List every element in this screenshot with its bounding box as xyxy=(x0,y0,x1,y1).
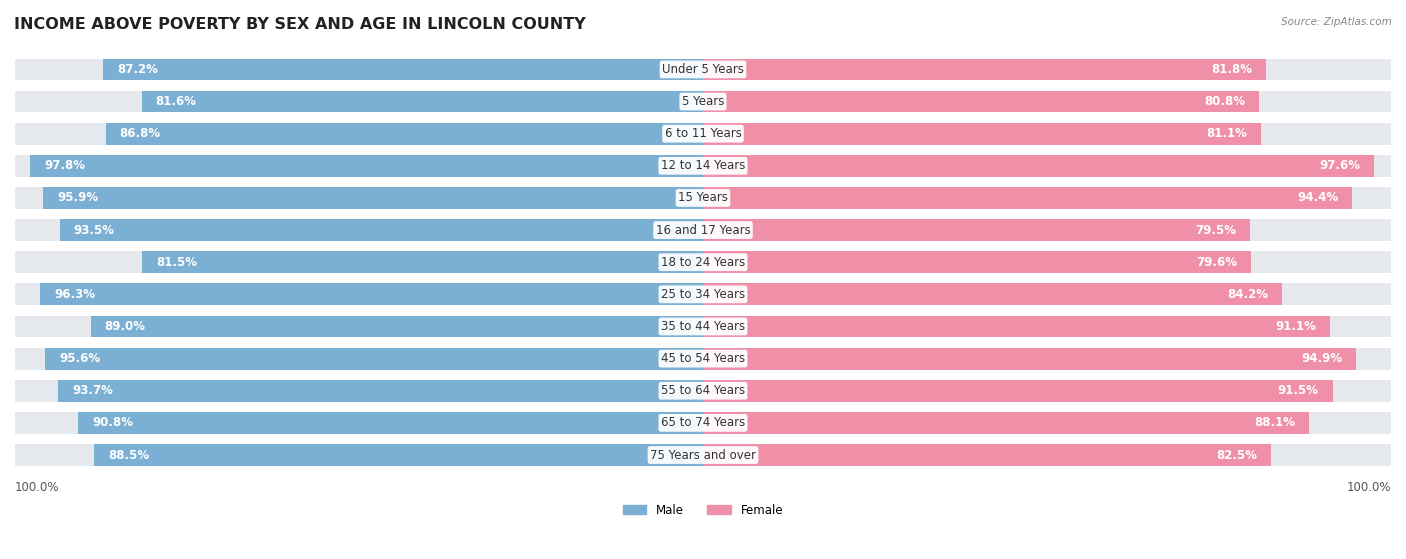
Bar xyxy=(15,219,703,241)
Bar xyxy=(703,380,1333,402)
Bar xyxy=(15,252,703,273)
Bar xyxy=(142,252,703,273)
Bar xyxy=(703,252,1251,273)
Text: 55 to 64 Years: 55 to 64 Years xyxy=(661,384,745,397)
Bar xyxy=(703,91,1258,112)
Text: 91.1%: 91.1% xyxy=(1275,320,1316,333)
Legend: Male, Female: Male, Female xyxy=(619,499,787,522)
Bar xyxy=(15,315,703,338)
Bar xyxy=(703,155,1391,177)
Bar xyxy=(15,412,703,434)
Text: 96.3%: 96.3% xyxy=(55,288,96,301)
Text: 88.1%: 88.1% xyxy=(1254,416,1295,429)
Bar xyxy=(15,283,703,305)
Bar xyxy=(703,219,1391,241)
Bar xyxy=(703,283,1391,305)
Bar xyxy=(703,412,1391,434)
Bar xyxy=(703,380,1391,402)
Text: 88.5%: 88.5% xyxy=(108,448,149,462)
Text: Source: ZipAtlas.com: Source: ZipAtlas.com xyxy=(1281,17,1392,27)
Bar xyxy=(15,444,703,466)
Text: 81.5%: 81.5% xyxy=(156,255,197,269)
Text: 94.4%: 94.4% xyxy=(1298,191,1339,205)
Bar xyxy=(703,348,1355,369)
Text: 89.0%: 89.0% xyxy=(104,320,145,333)
Text: 91.5%: 91.5% xyxy=(1278,384,1319,397)
Bar xyxy=(79,412,703,434)
Text: 81.6%: 81.6% xyxy=(155,95,197,108)
Bar xyxy=(703,315,1330,338)
Text: 79.5%: 79.5% xyxy=(1195,224,1236,236)
Text: 81.1%: 81.1% xyxy=(1206,127,1247,140)
Bar xyxy=(703,252,1391,273)
Text: 95.9%: 95.9% xyxy=(58,191,98,205)
Text: 86.8%: 86.8% xyxy=(120,127,160,140)
Bar xyxy=(703,123,1391,145)
Bar xyxy=(59,219,703,241)
Bar xyxy=(15,155,703,177)
Bar xyxy=(703,123,1261,145)
Text: 97.6%: 97.6% xyxy=(1320,159,1361,172)
Text: 45 to 54 Years: 45 to 54 Years xyxy=(661,352,745,365)
Bar xyxy=(703,348,1391,369)
Text: 75 Years and over: 75 Years and over xyxy=(650,448,756,462)
Bar xyxy=(45,348,703,369)
Bar xyxy=(703,59,1391,80)
Text: 95.6%: 95.6% xyxy=(59,352,100,365)
Bar xyxy=(44,187,703,209)
Text: 12 to 14 Years: 12 to 14 Years xyxy=(661,159,745,172)
Bar xyxy=(30,155,703,177)
Text: 90.8%: 90.8% xyxy=(91,416,134,429)
Bar xyxy=(103,59,703,80)
Bar xyxy=(703,187,1353,209)
Text: Under 5 Years: Under 5 Years xyxy=(662,63,744,76)
Bar xyxy=(703,444,1271,466)
Bar xyxy=(90,315,703,338)
Text: 100.0%: 100.0% xyxy=(1347,481,1391,494)
Text: 35 to 44 Years: 35 to 44 Years xyxy=(661,320,745,333)
Bar xyxy=(15,123,703,145)
Text: 84.2%: 84.2% xyxy=(1227,288,1268,301)
Bar xyxy=(58,380,703,402)
Bar xyxy=(703,59,1265,80)
Bar xyxy=(15,59,703,80)
Bar xyxy=(15,348,703,369)
Bar xyxy=(703,155,1375,177)
Text: 18 to 24 Years: 18 to 24 Years xyxy=(661,255,745,269)
Text: 6 to 11 Years: 6 to 11 Years xyxy=(665,127,741,140)
Text: 81.8%: 81.8% xyxy=(1211,63,1251,76)
Text: 94.9%: 94.9% xyxy=(1301,352,1343,365)
Text: 97.8%: 97.8% xyxy=(44,159,84,172)
Bar xyxy=(94,444,703,466)
Text: 93.5%: 93.5% xyxy=(73,224,114,236)
Bar xyxy=(15,91,703,112)
Bar xyxy=(703,412,1309,434)
Text: 80.8%: 80.8% xyxy=(1204,95,1246,108)
Bar xyxy=(703,91,1391,112)
Text: 93.7%: 93.7% xyxy=(72,384,112,397)
Bar xyxy=(703,444,1391,466)
Text: 25 to 34 Years: 25 to 34 Years xyxy=(661,288,745,301)
Bar xyxy=(105,123,703,145)
Text: 65 to 74 Years: 65 to 74 Years xyxy=(661,416,745,429)
Bar xyxy=(703,315,1391,338)
Bar xyxy=(703,187,1391,209)
Bar xyxy=(703,219,1250,241)
Text: 79.6%: 79.6% xyxy=(1197,255,1237,269)
Bar xyxy=(142,91,703,112)
Text: 16 and 17 Years: 16 and 17 Years xyxy=(655,224,751,236)
Bar xyxy=(15,380,703,402)
Text: INCOME ABOVE POVERTY BY SEX AND AGE IN LINCOLN COUNTY: INCOME ABOVE POVERTY BY SEX AND AGE IN L… xyxy=(14,17,586,32)
Text: 87.2%: 87.2% xyxy=(117,63,157,76)
Text: 82.5%: 82.5% xyxy=(1216,448,1257,462)
Bar xyxy=(41,283,703,305)
Text: 5 Years: 5 Years xyxy=(682,95,724,108)
Text: 100.0%: 100.0% xyxy=(15,481,59,494)
Bar xyxy=(703,283,1282,305)
Bar xyxy=(15,187,703,209)
Text: 15 Years: 15 Years xyxy=(678,191,728,205)
